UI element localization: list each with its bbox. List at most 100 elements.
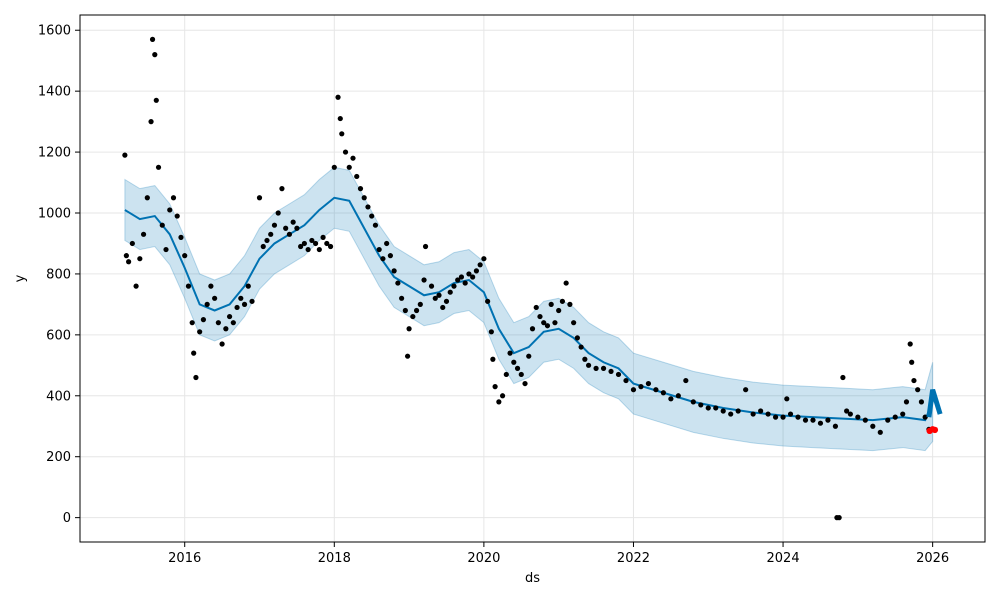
x-tick-label: 2018	[318, 551, 351, 566]
y-tick-label: 200	[46, 450, 71, 465]
observed-point	[447, 289, 453, 295]
observed-point	[290, 219, 296, 225]
observed-point	[892, 414, 898, 420]
observed-point	[675, 393, 681, 399]
observed-point	[713, 405, 719, 411]
observed-point	[230, 320, 236, 326]
observed-point	[455, 277, 461, 283]
observed-point	[406, 326, 412, 332]
observed-point	[615, 371, 622, 378]
y-tick-label: 1000	[38, 207, 71, 222]
observed-point	[271, 222, 278, 228]
observed-point	[395, 280, 401, 286]
observed-point	[170, 195, 177, 201]
observed-point	[268, 231, 274, 237]
observed-point	[283, 225, 289, 231]
observed-point	[571, 320, 577, 326]
observed-point	[911, 377, 917, 384]
observed-point	[825, 417, 831, 423]
y-axis-label: y	[13, 274, 28, 282]
observed-point	[327, 243, 334, 250]
observed-point	[380, 256, 386, 262]
observed-point	[507, 350, 513, 356]
observed-point	[600, 365, 607, 371]
observed-point	[440, 304, 446, 311]
observed-point	[870, 423, 876, 429]
observed-point	[735, 408, 741, 414]
observed-point	[350, 155, 356, 161]
y-tick-label: 400	[46, 389, 71, 404]
observed-point	[148, 119, 154, 125]
observed-point	[436, 292, 442, 298]
observed-point	[862, 417, 868, 423]
observed-point	[197, 329, 203, 335]
observed-point	[129, 240, 135, 247]
observed-point	[582, 356, 588, 362]
observed-point	[301, 240, 307, 247]
observed-point	[316, 246, 322, 253]
observed-point	[372, 222, 379, 228]
observed-point	[728, 411, 734, 417]
observed-point	[533, 304, 539, 311]
observed-point	[200, 317, 207, 323]
observed-point	[567, 301, 573, 307]
observed-point	[844, 408, 850, 414]
observed-point	[922, 414, 928, 420]
observed-point	[485, 298, 491, 304]
observed-point	[578, 344, 584, 350]
recent-points	[926, 426, 939, 435]
observed-point	[234, 304, 240, 311]
observed-point	[144, 195, 150, 201]
observed-point	[137, 256, 143, 262]
observed-point	[915, 387, 921, 393]
observed-point	[153, 97, 159, 103]
y-tick-label: 600	[46, 328, 71, 343]
observed-point	[585, 362, 592, 368]
future-forecast	[926, 388, 943, 418]
observed-point	[167, 207, 173, 213]
observed-point	[630, 387, 637, 393]
observed-point	[369, 213, 375, 219]
x-tick-label: 2024	[767, 551, 800, 566]
observed-point	[245, 283, 251, 289]
observed-point	[152, 52, 158, 58]
observed-point	[855, 414, 861, 420]
observed-point	[787, 411, 794, 417]
observed-point	[376, 246, 382, 253]
observed-point	[499, 393, 506, 399]
uncertainty-band	[124, 166, 934, 452]
observed-point	[481, 256, 487, 262]
observed-point	[780, 414, 786, 420]
observed-point	[410, 313, 416, 320]
observed-point	[123, 253, 129, 259]
observed-point	[918, 399, 925, 405]
observed-point	[765, 411, 771, 417]
observed-point	[563, 280, 569, 286]
observed-point	[346, 164, 352, 170]
observed-point	[126, 259, 132, 265]
observed-point	[193, 374, 199, 381]
y-tick-label: 800	[46, 267, 71, 282]
observed-point	[750, 411, 756, 417]
observed-point	[537, 313, 543, 320]
observed-point	[312, 240, 319, 247]
observed-point	[720, 408, 726, 414]
observed-point	[155, 164, 162, 170]
observed-points	[122, 36, 932, 521]
observed-point	[466, 271, 472, 277]
x-axis-ticks: 2016 2018 2020 2022 2024 2026	[168, 542, 949, 566]
observed-point	[387, 253, 393, 259]
observed-point	[191, 350, 197, 356]
observed-point	[413, 307, 420, 314]
observed-point	[178, 234, 184, 240]
observed-point	[810, 417, 816, 423]
observed-point	[163, 246, 169, 253]
observed-point	[219, 341, 225, 347]
observed-point	[795, 414, 801, 420]
observed-point	[249, 298, 255, 304]
observed-point	[357, 186, 364, 192]
plot-frame	[79, 14, 986, 543]
observed-point	[623, 377, 629, 384]
x-axis-label: ds	[525, 571, 540, 586]
